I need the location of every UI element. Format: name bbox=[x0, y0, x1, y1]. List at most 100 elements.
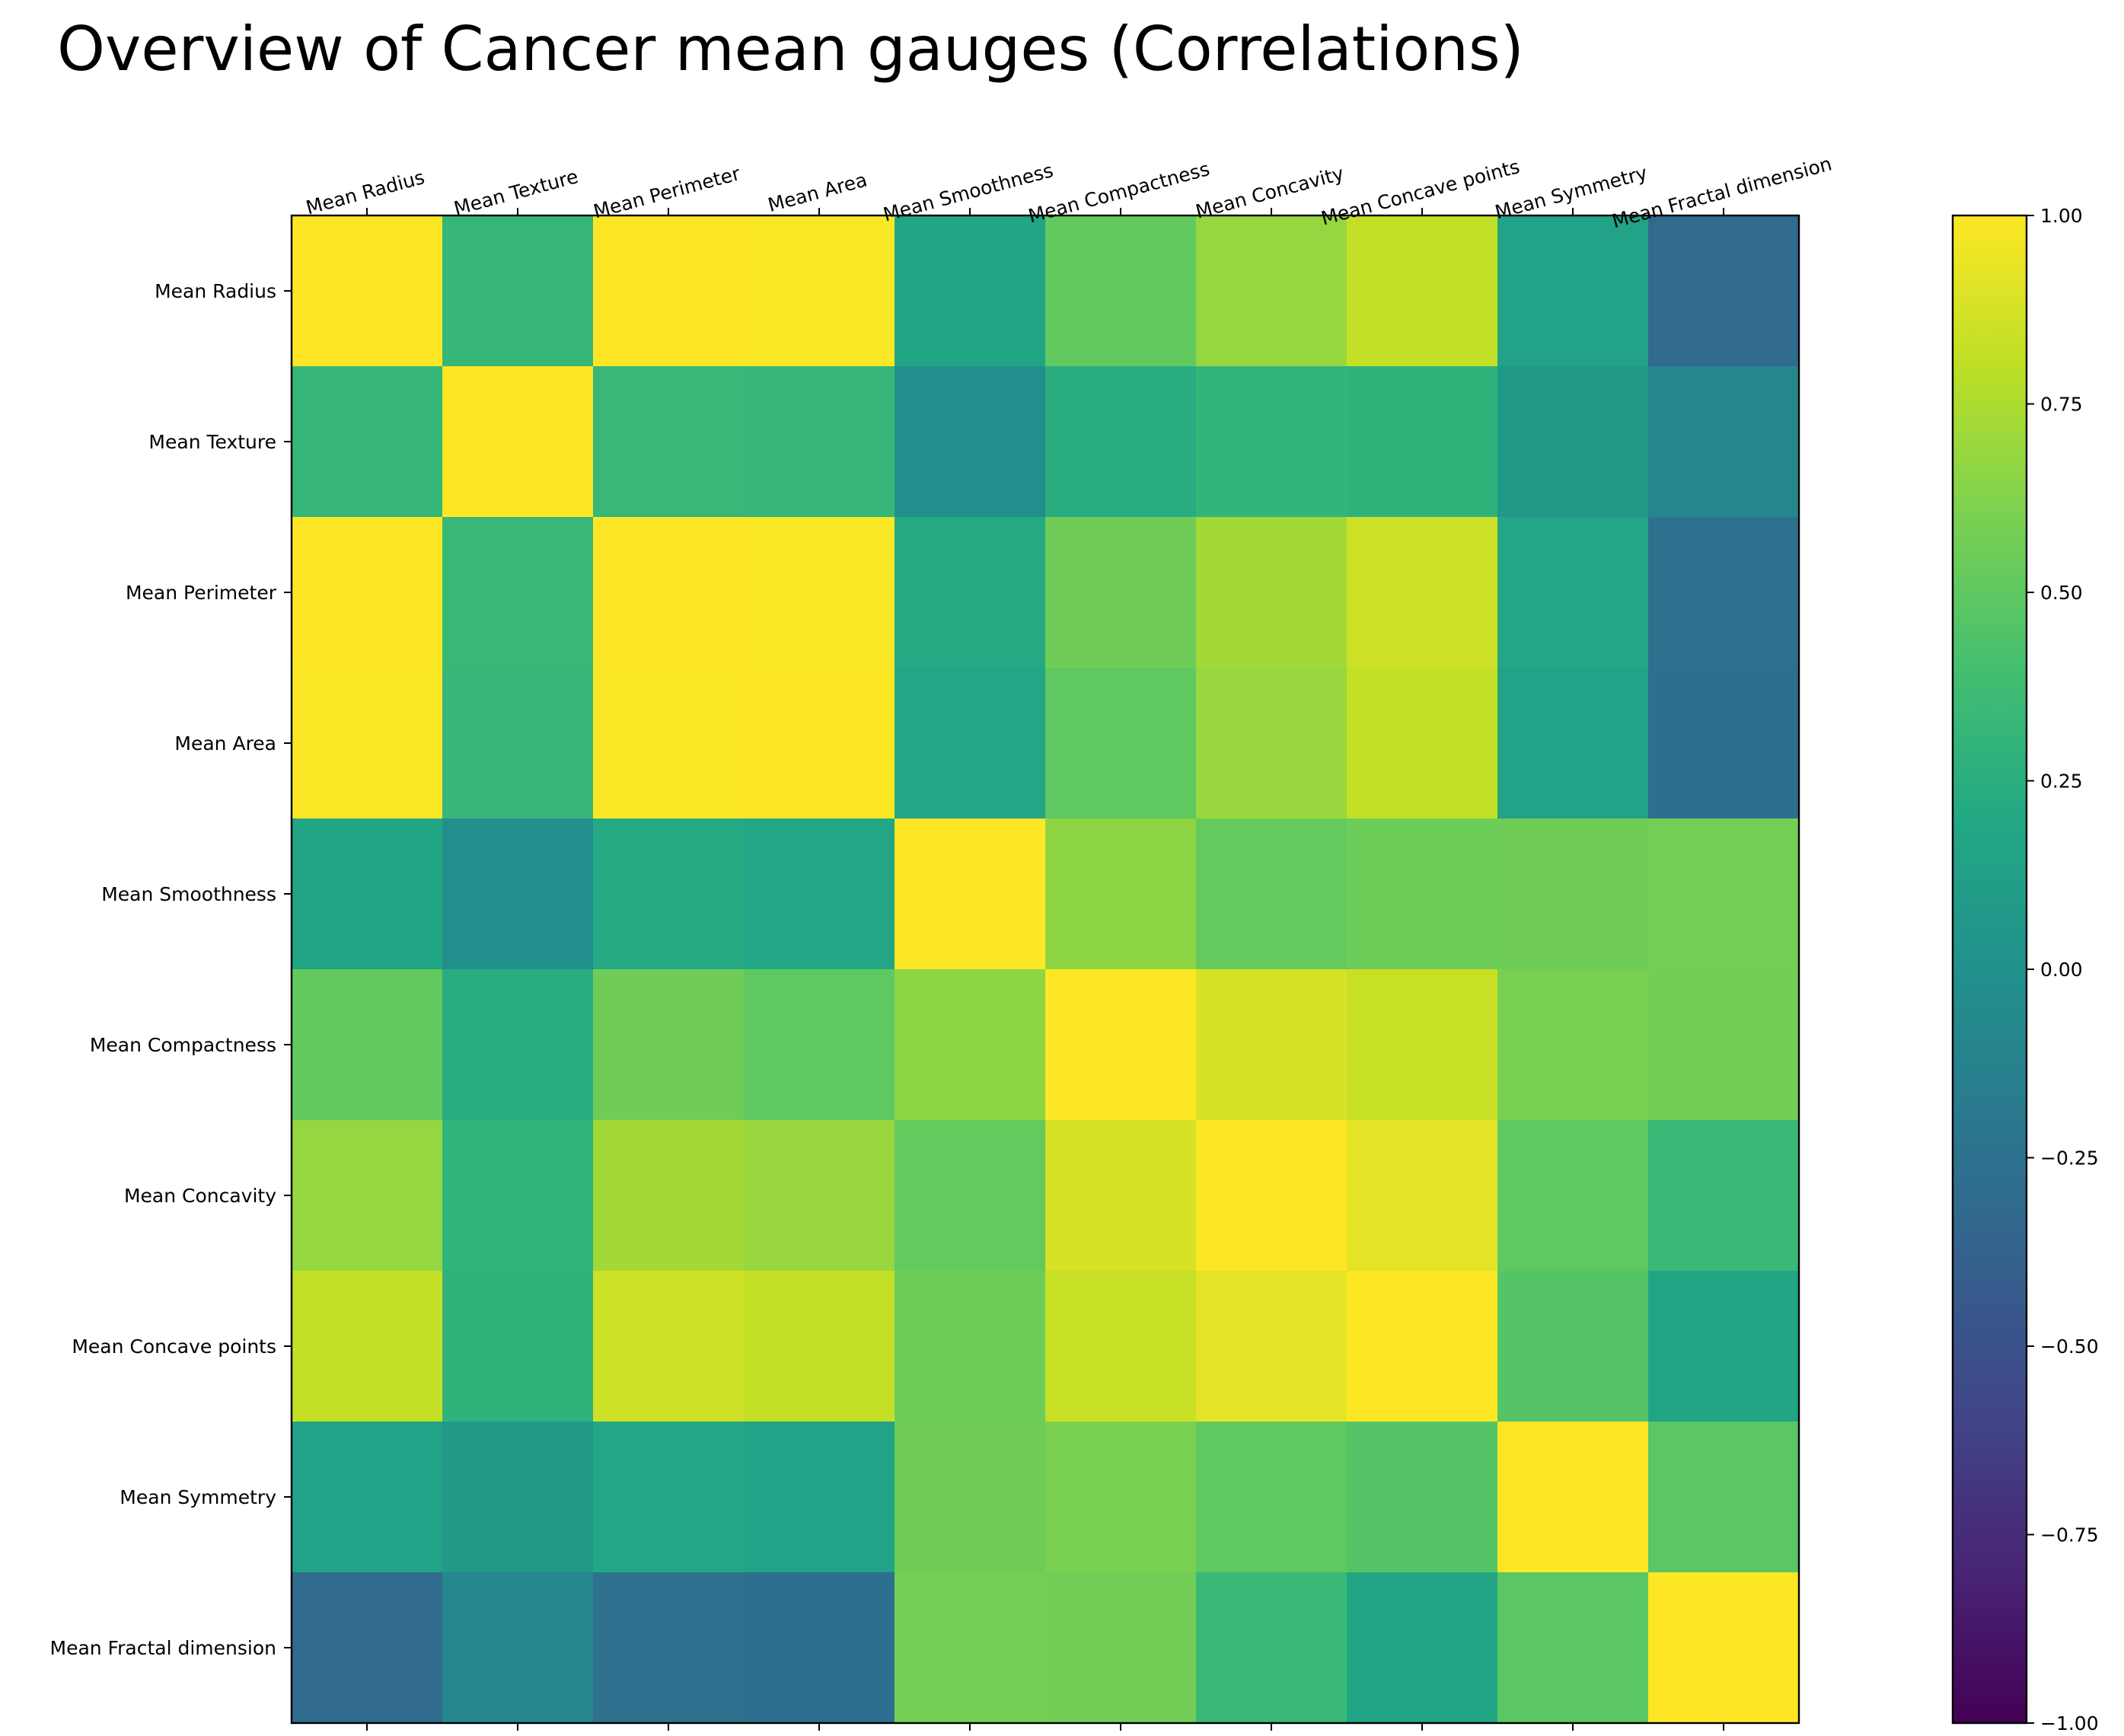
heatmap-cell-7-7 bbox=[1347, 1271, 1498, 1422]
heatmap-cell-1-9 bbox=[1648, 366, 1800, 518]
heatmap-cell-8-7 bbox=[1347, 1422, 1498, 1573]
heatmap-cell-6-8 bbox=[1497, 1120, 1649, 1272]
heatmap-cell-2-7 bbox=[1347, 517, 1498, 669]
x-tick-label: Mean Radius bbox=[304, 166, 427, 219]
heatmap-cell-1-0 bbox=[292, 366, 443, 518]
colorbar-tick-label: 0.50 bbox=[2040, 582, 2083, 604]
heatmap-cell-7-1 bbox=[442, 1271, 594, 1422]
heatmap-cell-5-3 bbox=[744, 969, 895, 1121]
heatmap-cell-5-4 bbox=[895, 969, 1046, 1121]
heatmap-cell-9-1 bbox=[442, 1572, 594, 1724]
heatmap-cell-0-6 bbox=[1196, 215, 1347, 367]
heatmap-cell-2-6 bbox=[1196, 517, 1347, 669]
heatmap-cell-5-0 bbox=[292, 969, 443, 1121]
heatmap-cell-6-6 bbox=[1196, 1120, 1347, 1272]
heatmap-cell-2-8 bbox=[1497, 517, 1649, 669]
colorbar-tick-label: 0.00 bbox=[2040, 959, 2083, 981]
y-tick-label: Mean Concave points bbox=[72, 1336, 276, 1358]
chart-title: Overview of Cancer mean gauges (Correlat… bbox=[57, 14, 1524, 85]
heatmap-cell-1-4 bbox=[895, 366, 1046, 518]
heatmap-cell-8-4 bbox=[895, 1422, 1046, 1573]
heatmap-cell-4-7 bbox=[1347, 819, 1498, 970]
y-tick-label: Mean Fractal dimension bbox=[50, 1637, 277, 1659]
heatmap-cell-0-8 bbox=[1497, 215, 1649, 367]
colorbar-tick-label: −1.00 bbox=[2040, 1712, 2099, 1734]
heatmap-cell-0-5 bbox=[1045, 215, 1197, 367]
y-tick-label: Mean Perimeter bbox=[126, 582, 277, 604]
heatmap-cell-9-0 bbox=[292, 1572, 443, 1724]
x-tick-label: Mean Perimeter bbox=[591, 162, 743, 222]
colorbar-tick-label: 1.00 bbox=[2040, 205, 2083, 227]
heatmap-cell-5-8 bbox=[1497, 969, 1649, 1121]
x-tick-label: Mean Texture bbox=[451, 165, 580, 219]
colorbar-tick-label: −0.75 bbox=[2040, 1524, 2099, 1546]
y-tick-label: Mean Concavity bbox=[124, 1185, 276, 1207]
heatmap-cell-9-5 bbox=[1045, 1572, 1197, 1724]
heatmap-cell-3-3 bbox=[744, 668, 895, 819]
heatmap-cell-0-9 bbox=[1648, 215, 1800, 367]
heatmap-cell-7-9 bbox=[1648, 1271, 1800, 1422]
heatmap-cell-6-2 bbox=[593, 1120, 745, 1272]
heatmap-cell-3-5 bbox=[1045, 668, 1197, 819]
heatmap-cell-7-8 bbox=[1497, 1271, 1649, 1422]
heatmap-cell-6-9 bbox=[1648, 1120, 1800, 1272]
colorbar-tick-label: 0.25 bbox=[2040, 771, 2083, 793]
colorbar-tick-label: −0.50 bbox=[2040, 1336, 2099, 1358]
heatmap-cell-8-6 bbox=[1196, 1422, 1347, 1573]
y-tick-label: Mean Texture bbox=[148, 431, 276, 453]
heatmap-cell-9-7 bbox=[1347, 1572, 1498, 1724]
heatmap-cell-8-2 bbox=[593, 1422, 745, 1573]
heatmap-cell-3-0 bbox=[292, 668, 443, 819]
heatmap-cell-4-2 bbox=[593, 819, 745, 970]
heatmap-cell-6-3 bbox=[744, 1120, 895, 1272]
heatmap-cell-9-2 bbox=[593, 1572, 745, 1724]
heatmap-cell-5-1 bbox=[442, 969, 594, 1121]
heatmap-cell-5-6 bbox=[1196, 969, 1347, 1121]
heatmap-cell-4-8 bbox=[1497, 819, 1649, 970]
heatmap-cell-6-7 bbox=[1347, 1120, 1498, 1272]
heatmap-cell-8-3 bbox=[744, 1422, 895, 1573]
colorbar-gradient bbox=[1953, 215, 2027, 1723]
heatmap-cell-3-4 bbox=[895, 668, 1046, 819]
heatmap-cell-5-2 bbox=[593, 969, 745, 1121]
heatmap-cell-3-7 bbox=[1347, 668, 1498, 819]
heatmap-cell-7-2 bbox=[593, 1271, 745, 1422]
y-tick-label: Mean Symmetry bbox=[120, 1486, 276, 1508]
heatmap-cell-2-4 bbox=[895, 517, 1046, 669]
heatmap-cell-4-4 bbox=[895, 819, 1046, 970]
heatmap-cell-0-7 bbox=[1347, 215, 1498, 367]
heatmap-cell-1-6 bbox=[1196, 366, 1347, 518]
heatmap-cell-8-9 bbox=[1648, 1422, 1800, 1573]
heatmap-cell-4-9 bbox=[1648, 819, 1800, 970]
heatmap-cell-3-6 bbox=[1196, 668, 1347, 819]
heatmap-cell-1-7 bbox=[1347, 366, 1498, 518]
y-tick-label: Mean Compactness bbox=[90, 1034, 276, 1056]
heatmap-cell-5-5 bbox=[1045, 969, 1197, 1121]
heatmap-cell-2-9 bbox=[1648, 517, 1800, 669]
heatmap-cell-3-8 bbox=[1497, 668, 1649, 819]
heatmap-cell-2-2 bbox=[593, 517, 745, 669]
y-axis-ticks: Mean Radius Mean Texture Mean Perimeter Mea… bbox=[50, 280, 292, 1659]
heatmap-cell-3-9 bbox=[1648, 668, 1800, 819]
heatmap-cell-2-0 bbox=[292, 517, 443, 669]
heatmap-cell-9-8 bbox=[1497, 1572, 1649, 1724]
heatmap-cell-9-4 bbox=[895, 1572, 1046, 1724]
heatmap-cell-1-2 bbox=[593, 366, 745, 518]
heatmap-cell-9-6 bbox=[1196, 1572, 1347, 1724]
heatmap-cell-6-0 bbox=[292, 1120, 443, 1272]
heatmap-cell-9-9 bbox=[1648, 1572, 1800, 1724]
heatmap-cell-0-4 bbox=[895, 215, 1046, 367]
heatmap-cell-1-1 bbox=[442, 366, 594, 518]
colorbar-tick-label: 0.75 bbox=[2040, 394, 2083, 416]
heatmap-cell-4-3 bbox=[744, 819, 895, 970]
heatmap-cell-3-1 bbox=[442, 668, 594, 819]
heatmap-cell-7-4 bbox=[895, 1271, 1046, 1422]
heatmap-cell-8-1 bbox=[442, 1422, 594, 1573]
heatmap-cell-2-3 bbox=[744, 517, 895, 669]
heatmap-cell-7-6 bbox=[1196, 1271, 1347, 1422]
y-tick-label: Mean Radius bbox=[155, 280, 276, 302]
heatmap-cell-4-5 bbox=[1045, 819, 1197, 970]
heatmap-cell-2-5 bbox=[1045, 517, 1197, 669]
heatmap-cells bbox=[292, 215, 1800, 1724]
